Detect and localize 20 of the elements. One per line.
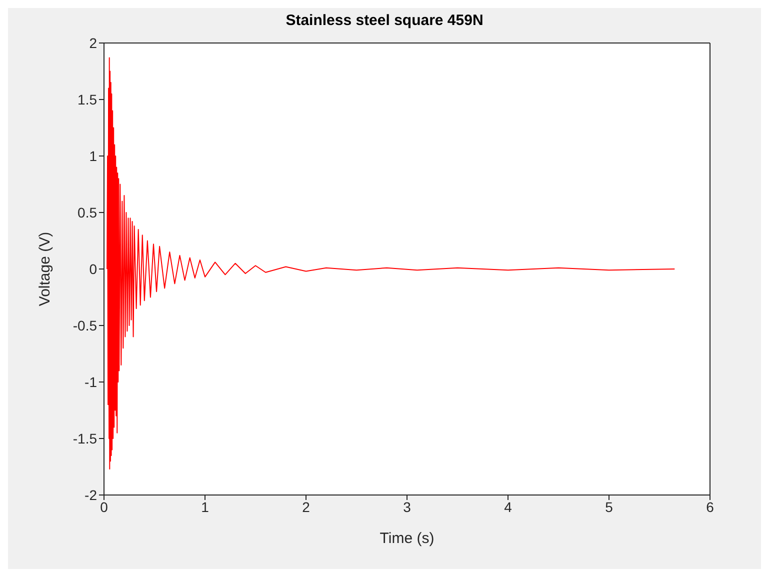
- line-series: [106, 57, 676, 470]
- y-tick-label: -0.5: [72, 317, 98, 334]
- x-tick-label: 4: [504, 498, 512, 515]
- chart-title: Stainless steel square 459N: [284, 12, 484, 29]
- y-tick-label: 2: [89, 34, 98, 51]
- x-tick-label: 6: [706, 498, 714, 515]
- x-tick-label: 1: [201, 498, 210, 515]
- y-tick-label: -1.5: [72, 430, 98, 446]
- y-tick-label: -2: [84, 486, 98, 503]
- x-tick-label: 5: [605, 498, 614, 515]
- x-tick-label: 3: [403, 498, 412, 515]
- y-axis-title: Voltage (V): [36, 232, 54, 306]
- y-tick-label: 1.5: [78, 91, 98, 108]
- y-tick-label: 0.5: [78, 204, 98, 220]
- y-tick-label: -1: [84, 374, 98, 390]
- x-tick-label: 0: [100, 498, 108, 515]
- y-tick-label: 0: [89, 260, 98, 277]
- y-tick-label: 1: [89, 148, 98, 164]
- x-tick-label: 2: [302, 498, 310, 515]
- x-axis-title: Time (s): [380, 530, 434, 547]
